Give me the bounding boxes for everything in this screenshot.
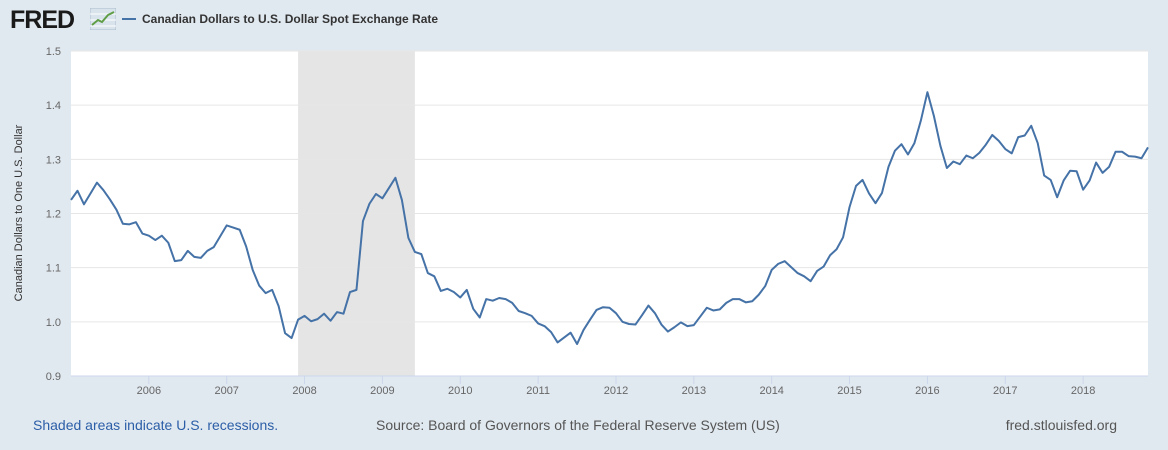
line-chart[interactable]: 0.91.01.11.21.31.41.5 2006 2007 2008 2009 20… [0, 0, 1168, 410]
y-tick-label: 1.2 [46, 209, 61, 221]
y-axis-label: Canadian Dollars to One U.S. Dollar [13, 124, 25, 301]
recession-note: Shaded areas indicate U.S. recessions. [33, 417, 279, 433]
x-tick-label: 2012 [604, 385, 628, 397]
y-tick-label: 1.4 [46, 100, 61, 112]
y-tick-label: 1.3 [46, 154, 61, 166]
x-tick-label: 2009 [370, 385, 394, 397]
x-tick-label: 2018 [1071, 385, 1095, 397]
series-line[interactable] [70, 91, 1149, 346]
x-tick-label: 2016 [915, 385, 939, 397]
y-tick-label: 1.5 [46, 46, 61, 58]
chart-line-icon [90, 8, 116, 30]
x-tick-label: 2015 [837, 385, 861, 397]
series-lines [70, 91, 1149, 346]
source-note: Source: Board of Governors of the Federa… [376, 417, 780, 433]
chart-header: FRED Canadian Dollars to U.S. Dollar Spo… [0, 0, 1168, 40]
site-link[interactable]: fred.stlouisfed.org [1005, 417, 1117, 433]
x-axis: 2006 2007 2008 2009 2010 2011 2012 2013 2014 2015… [71, 375, 1148, 397]
fred-logo[interactable]: FRED [10, 6, 75, 34]
chart-legend[interactable]: Canadian Dollars to U.S. Dollar Spot Exc… [122, 10, 438, 28]
chart-footer: Shaded areas indicate U.S. recessions. S… [0, 414, 1168, 436]
y-tick-label: 0.9 [46, 371, 61, 383]
y-axis: 0.9 1.0 1.1 1.2 1.3 1.4 1.5 [46, 46, 61, 383]
x-tick-label: 2008 [292, 385, 316, 397]
legend-label: Canadian Dollars to U.S. Dollar Spot Exc… [142, 12, 439, 26]
y-tick-label: 1.1 [46, 263, 61, 275]
legend-swatch [122, 18, 136, 20]
x-tick-label: 2013 [682, 385, 706, 397]
x-tick-label: 2011 [526, 385, 550, 397]
x-tick-label: 2006 [137, 385, 161, 397]
y-tick-label: 1.0 [46, 317, 61, 329]
x-tick-label: 2017 [993, 385, 1017, 397]
x-tick-label: 2007 [214, 385, 238, 397]
x-tick-label: 2010 [448, 385, 472, 397]
x-tick-label: 2014 [759, 385, 783, 397]
